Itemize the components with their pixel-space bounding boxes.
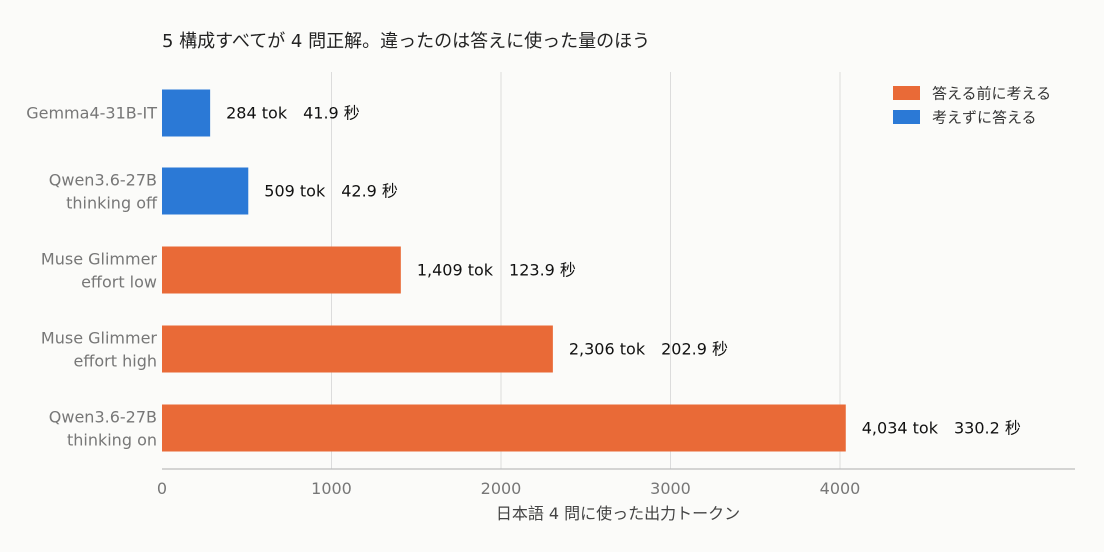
y-category-label: Qwen3.6-27B thinking off [49, 171, 158, 213]
legend-swatch [893, 86, 920, 100]
y-category-label: Muse Glimmer effort high [41, 329, 158, 371]
y-category-label-line: thinking on [67, 431, 157, 450]
data-label: 2,306 tok 202.9 秒 [569, 340, 728, 359]
y-category-label-line: Muse Glimmer [41, 329, 158, 348]
bar [162, 89, 211, 137]
y-category-label: Muse Glimmer effort low [41, 250, 158, 292]
x-tick-label: 0 [157, 479, 167, 498]
x-tick-label: 2000 [481, 479, 522, 498]
y-category-label-line: Gemma4-31B-IT [26, 104, 157, 123]
y-category-label: Qwen3.6-27B thinking on [49, 408, 157, 450]
chart-title: 5 構成すべてが 4 問正解。違ったのは答えに使った量のほう [162, 31, 650, 52]
legend-swatch [893, 110, 920, 124]
y-category-label-line: Qwen3.6-27B [49, 171, 157, 190]
x-tick-label: 4000 [820, 479, 861, 498]
data-label: 1,409 tok 123.9 秒 [417, 261, 576, 280]
legend-label: 考えずに答える [932, 109, 1037, 127]
y-category-label: Gemma4-31B-IT [26, 104, 157, 123]
bar [162, 325, 553, 373]
y-axis-labels: Gemma4-31B-IT Qwen3.6-27B thinking off Muse… [26, 104, 158, 450]
x-tick-label: 3000 [650, 479, 691, 498]
x-axis-label: 日本語 4 問に使った出力トークン [496, 504, 740, 523]
data-label: 284 tok 41.9 秒 [226, 104, 360, 123]
bar-layer [162, 89, 846, 452]
y-category-label-line: thinking off [66, 194, 158, 213]
bar [162, 167, 249, 215]
x-axis-ticks: 0 1000 2000 3000 4000 [157, 479, 860, 498]
x-tick-label: 1000 [311, 479, 352, 498]
y-category-label-line: Qwen3.6-27B [49, 408, 157, 427]
y-category-label-line: effort low [81, 273, 157, 292]
bar [162, 246, 401, 294]
legend-label: 答える前に考える [932, 85, 1051, 103]
data-label: 509 tok 42.9 秒 [264, 182, 398, 201]
data-label: 4,034 tok 330.2 秒 [862, 419, 1021, 438]
y-category-label-line: effort high [74, 352, 157, 371]
data-labels: 284 tok 41.9 秒 509 tok 42.9 秒 1,409 tok 12… [226, 104, 1021, 438]
y-category-label-line: Muse Glimmer [41, 250, 158, 269]
bar [162, 404, 846, 452]
